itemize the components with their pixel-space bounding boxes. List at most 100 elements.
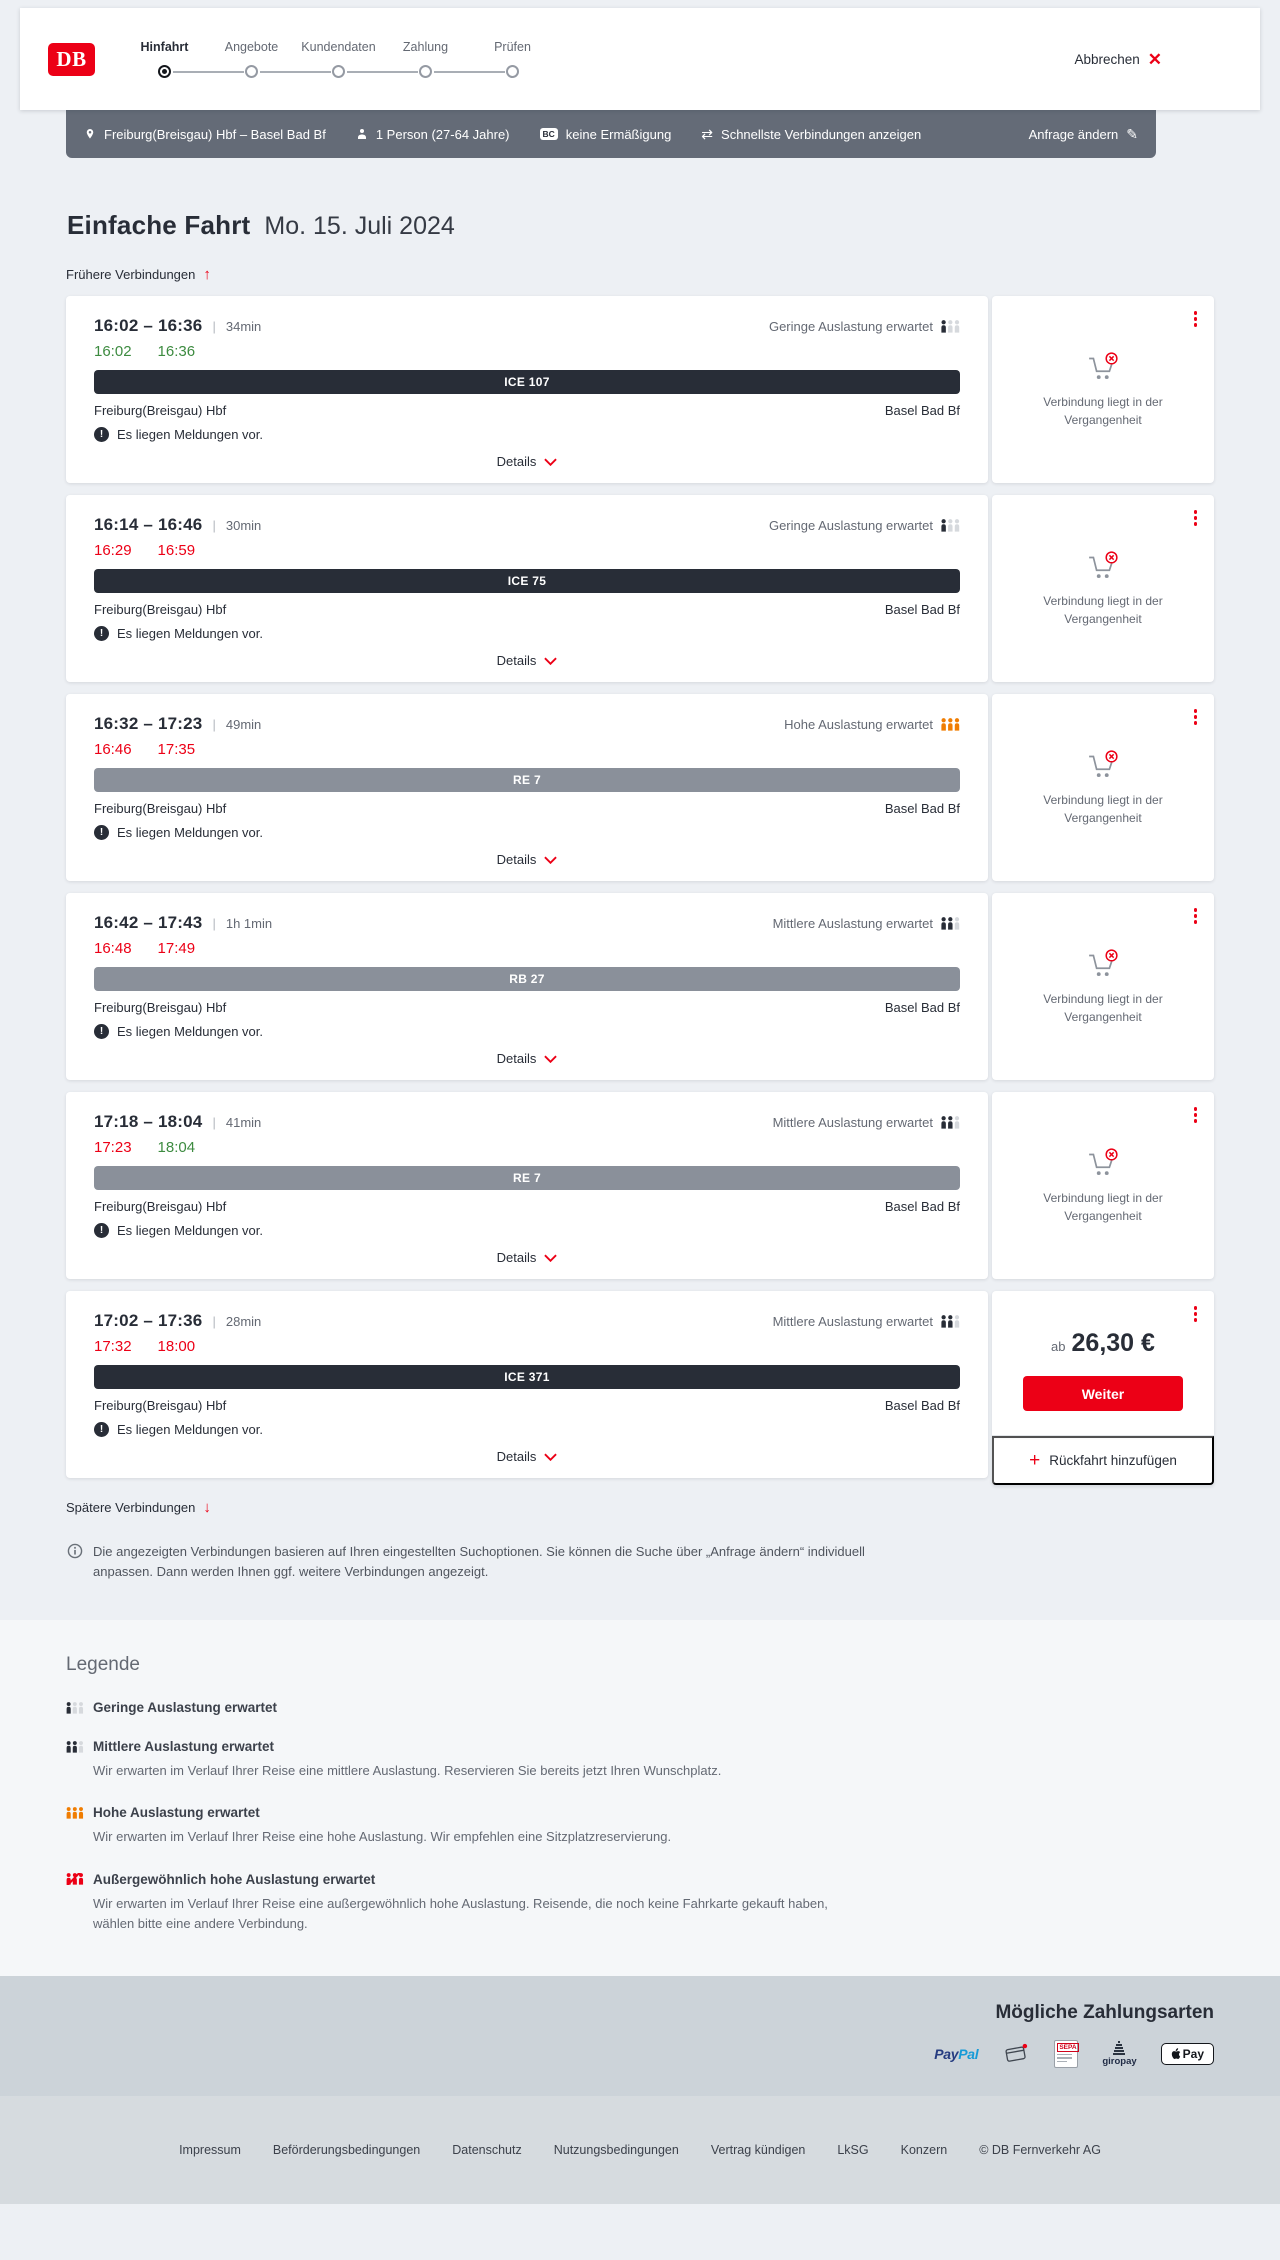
duration: 49min	[225, 717, 262, 732]
alert-icon: !	[94, 1024, 109, 1039]
details-button[interactable]: Details	[497, 454, 558, 469]
more-options-button[interactable]	[1191, 507, 1201, 529]
alert-icon: !	[94, 427, 109, 442]
details-button[interactable]: Details	[497, 1051, 558, 1066]
notice-text: Es liegen Meldungen vor.	[117, 1422, 263, 1437]
train-bar[interactable]: ICE 371	[94, 1365, 960, 1389]
train-label: ICE 107	[504, 375, 550, 389]
db-logo: DB	[48, 42, 95, 76]
connection-main: 16:02 – 16:36 | 34min Geringe Auslastung…	[66, 296, 988, 483]
past-note: Verbindung liegt in der Vergangenheit	[1043, 792, 1163, 825]
paypal-icon: PayPal	[934, 2046, 978, 2062]
payment-methods-title: Mögliche Zahlungsarten	[995, 2001, 1214, 2023]
details-button[interactable]: Details	[497, 1250, 558, 1265]
legend-description: Wir erwarten im Verlauf Ihrer Reise eine…	[93, 1829, 672, 1845]
details-button[interactable]: Details	[497, 852, 558, 867]
step-zahlung[interactable]: Zahlung	[346, 40, 469, 78]
past-note: Verbindung liegt in der Vergangenheit	[1043, 1190, 1163, 1223]
more-options-button[interactable]	[1191, 308, 1201, 330]
passenger-text: 1 Person (27-64 Jahre)	[375, 126, 510, 142]
planned-time: 17:18 – 18:04	[94, 1112, 203, 1131]
page-title: Einfache Fahrt	[67, 210, 251, 240]
realtime-arrival: 17:49	[157, 940, 196, 957]
occupancy-label: Mittlere Auslastung erwartet	[772, 1314, 933, 1329]
train-label: ICE 371	[504, 1370, 550, 1384]
train-bar[interactable]: RB 27	[94, 967, 960, 991]
step-kundendaten[interactable]: Kundendaten	[259, 40, 382, 78]
connection-side-panel: Verbindung liegt in der Vergangenheit	[992, 1092, 1214, 1279]
origin-station: Freiburg(Breisgau) Hbf	[94, 602, 227, 617]
past-indicator: Verbindung liegt in der Vergangenheit	[1023, 1147, 1183, 1225]
route-summary: Freiburg(Breisgau) Hbf – Basel Bad Bf	[84, 126, 326, 142]
details-button[interactable]: Details	[497, 1449, 558, 1464]
details-button[interactable]: Details	[497, 653, 558, 668]
more-options-button[interactable]	[1191, 706, 1201, 728]
add-return-button[interactable]: + Rückfahrt hinzufügen	[992, 1436, 1214, 1485]
footer-link-nutzungsbedingungen[interactable]: Nutzungsbedingungen	[553, 2142, 679, 2157]
more-options-button[interactable]	[1191, 1303, 1201, 1325]
connection-side-panel: Verbindung liegt in der Vergangenheit	[992, 495, 1214, 682]
footer-link-datenschutz[interactable]: Datenschutz	[452, 2142, 522, 2157]
step-dot	[245, 65, 258, 78]
footer-link-impressum[interactable]: Impressum	[179, 2142, 241, 2157]
occupancy-icon	[941, 519, 960, 532]
duration: 1h 1min	[225, 916, 273, 931]
legend-description: Wir erwarten im Verlauf Ihrer Reise eine…	[93, 1763, 722, 1779]
step-hinfahrt[interactable]: Hinfahrt	[121, 40, 208, 78]
more-options-button[interactable]	[1191, 1104, 1201, 1126]
chevron-down-icon	[544, 1055, 558, 1063]
footer-link-konzern[interactable]: Konzern	[900, 2142, 948, 2157]
occupancy-label: Mittlere Auslastung erwartet	[772, 916, 933, 931]
paypal-wordmark: Pay	[934, 2045, 959, 2062]
train-bar[interactable]: RE 7	[94, 1166, 960, 1190]
discount-text: keine Ermäßigung	[565, 126, 672, 142]
continue-button[interactable]: Weiter	[1023, 1376, 1183, 1411]
footer-link-vertrag-kuendigen[interactable]: Vertrag kündigen	[710, 2142, 806, 2157]
legend-label: Außergewöhnlich hohe Auslastung erwartet	[93, 1871, 376, 1887]
filter-text: Schnellste Verbindungen anzeigen	[721, 126, 922, 142]
checkout-stepper: Hinfahrt Angebote Kundendaten Zahlung Pr…	[121, 40, 556, 78]
cart-unavailable-icon	[1089, 550, 1118, 578]
train-bar[interactable]: ICE 107	[94, 370, 960, 394]
more-options-button[interactable]	[1191, 905, 1201, 927]
legend-item: Hohe Auslastung erwartet Wir erwarten im…	[66, 1805, 1214, 1847]
details-label: Details	[496, 1250, 537, 1265]
step-dot	[332, 65, 345, 78]
footer-link-lksg[interactable]: LkSG	[837, 2142, 869, 2157]
details-label: Details	[496, 1051, 537, 1066]
price-panel: ab 26,30 € Weiter	[992, 1291, 1214, 1436]
apple-pay-label: Pay	[1182, 2046, 1204, 2061]
earlier-connections-button[interactable]: Frühere Verbindungen ↑	[66, 266, 211, 283]
step-pruefen[interactable]: Prüfen	[433, 40, 556, 78]
details-label: Details	[496, 653, 537, 668]
train-bar[interactable]: RE 7	[94, 768, 960, 792]
person-icon	[357, 129, 366, 139]
price-prefix: ab	[1051, 1339, 1066, 1354]
legend-label: Mittlere Auslastung erwartet	[93, 1739, 275, 1755]
occupancy-label: Hohe Auslastung erwartet	[784, 717, 933, 732]
connection-side-panel: Verbindung liegt in der Vergangenheit	[992, 296, 1214, 483]
add-return-label: Rückfahrt hinzufügen	[1049, 1453, 1177, 1468]
cart-unavailable-icon	[1089, 948, 1118, 976]
discount-summary: BC keine Ermäßigung	[539, 126, 672, 142]
occupancy-label: Geringe Auslastung erwartet	[768, 319, 933, 334]
later-connections-button[interactable]: Spätere Verbindungen ↓	[66, 1499, 211, 1516]
step-dot	[506, 65, 519, 78]
footer-link-befoerderungsbedingungen[interactable]: Beförderungsbedingungen	[272, 2142, 421, 2157]
time-separator: |	[212, 319, 216, 334]
time-separator: |	[212, 916, 216, 931]
earlier-connections-label: Frühere Verbindungen	[66, 267, 196, 282]
notice-text: Es liegen Meldungen vor.	[117, 1024, 263, 1039]
connection-card: 17:02 – 17:36 | 28min Mittlere Auslastun…	[66, 1291, 1214, 1485]
price-value: 26,30 €	[1071, 1329, 1155, 1357]
occupancy-medium-icon	[66, 1740, 84, 1753]
edit-request-button[interactable]: Anfrage ändern ✎	[1029, 127, 1138, 142]
step-label: Kundendaten	[301, 40, 376, 54]
cancel-button[interactable]: Abbrechen ✕	[1074, 51, 1162, 68]
connection-side-panel: Verbindung liegt in der Vergangenheit	[992, 893, 1214, 1080]
train-bar[interactable]: ICE 75	[94, 569, 960, 593]
step-angebote[interactable]: Angebote	[172, 40, 295, 78]
results-header: Einfache Fahrt Mo. 15. Juli 2024	[66, 210, 1214, 241]
duration: 28min	[225, 1314, 262, 1329]
train-label: ICE 75	[507, 574, 547, 588]
